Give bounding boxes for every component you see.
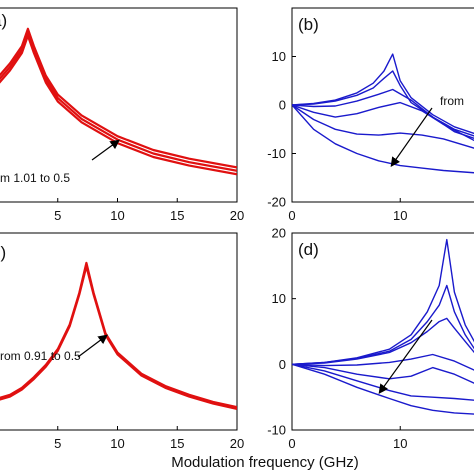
panel-label: a)	[0, 11, 7, 30]
panel-label: (b)	[298, 15, 319, 34]
x-tick-label: 5	[54, 208, 61, 223]
series-line	[292, 104, 474, 149]
y-tick-label: 20	[272, 226, 286, 241]
series-line	[292, 53, 474, 135]
annotation-arrow	[91, 139, 120, 161]
series-line	[292, 353, 474, 371]
annotation-arrow	[378, 319, 433, 394]
panel-b: 0 10 10 0 -10 -20 (b) from	[267, 7, 474, 223]
x-tick-label: 10	[110, 208, 124, 223]
series-line	[292, 363, 474, 384]
series-line	[0, 265, 237, 410]
axes-frame	[291, 232, 474, 431]
series-line	[292, 104, 474, 174]
y-tick-label: 10	[272, 291, 286, 306]
series-line	[0, 31, 237, 172]
y-tick-label: -10	[267, 423, 286, 438]
x-tick-label: 0	[288, 208, 295, 223]
y-tick-label: -20	[267, 195, 286, 210]
series-line	[292, 101, 474, 142]
series-line	[292, 317, 474, 365]
series-group	[292, 238, 474, 415]
series-line	[292, 363, 474, 415]
x-tick-label: 0	[288, 436, 295, 451]
x-tick-label: 15	[170, 436, 184, 451]
panel-a: 5 10 15 20 a) m 1.01 to 0.5	[0, 7, 244, 223]
panel-c: 5 10 15 20 c) rom 0.91 to 0.5	[0, 232, 244, 451]
x-tick-label: 10	[393, 208, 407, 223]
panel-label: c)	[0, 243, 6, 262]
annotation-text: m 1.01 to 0.5	[0, 171, 70, 185]
x-tick-label: 20	[230, 436, 244, 451]
annotation-text: rom 0.91 to 0.5	[0, 349, 81, 363]
y-tick-label: 0	[279, 357, 286, 372]
series-group	[292, 53, 474, 174]
panel-label: (d)	[298, 240, 319, 259]
x-tick-label: 5	[54, 436, 61, 451]
y-tick-label: 0	[279, 98, 286, 113]
annotation-arrow	[390, 107, 433, 167]
series-line	[292, 284, 474, 365]
series-line	[0, 261, 237, 409]
series-line	[0, 27, 237, 169]
x-tick-label: 10	[110, 436, 124, 451]
x-tick-label: 10	[393, 436, 407, 451]
y-tick-label: -10	[267, 146, 286, 161]
series-group	[0, 261, 237, 410]
annotation-arrow	[77, 334, 108, 358]
series-line	[292, 363, 474, 401]
x-tick-label: 15	[170, 208, 184, 223]
series-line	[292, 238, 474, 365]
y-tick-label: 10	[272, 49, 286, 64]
annotation-text: from	[440, 94, 464, 108]
x-axis-label: Modulation frequency (GHz)	[171, 454, 359, 471]
x-tick-label: 20	[230, 208, 244, 223]
series-group	[0, 27, 237, 176]
series-line	[0, 34, 237, 176]
